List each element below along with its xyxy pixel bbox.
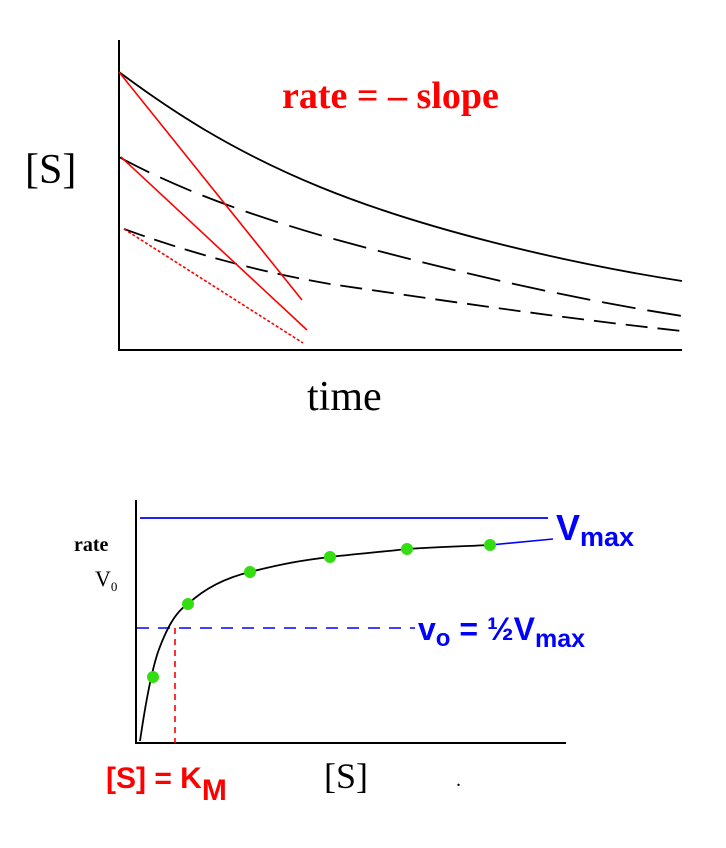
tangent-line-low xyxy=(123,228,304,344)
data-point xyxy=(484,539,496,551)
vmax-label: Vmax xyxy=(556,507,634,552)
bottom-y-label-v0: V0 xyxy=(95,566,117,594)
top-x-axis-label: time xyxy=(307,374,382,420)
half-vmax-label: vo = ½Vmax xyxy=(418,611,585,653)
data-point xyxy=(244,566,256,578)
data-point xyxy=(182,598,194,610)
top-chart: rate = – slope [S] time xyxy=(25,40,683,420)
top-y-axis-label: [S] xyxy=(25,147,76,193)
series-curve-mid xyxy=(118,156,683,317)
tangent-line-mid xyxy=(120,156,308,331)
series-curve-high xyxy=(118,71,683,282)
km-label: [S] = KM xyxy=(106,762,227,807)
data-point xyxy=(324,551,336,563)
bottom-chart: rate V0 Vmax vo = ½Vmax [S] = KM [S] . xyxy=(74,500,634,807)
top-annotation: rate = – slope xyxy=(282,75,499,117)
rate-curve-extension xyxy=(489,538,554,546)
data-point xyxy=(147,671,159,683)
data-point xyxy=(401,543,413,555)
bottom-y-label-rate: rate xyxy=(74,534,109,556)
tangent-line-high xyxy=(118,71,303,301)
data-points xyxy=(147,539,496,683)
bottom-x-axis-label: [S] xyxy=(324,756,368,796)
series-curve-low xyxy=(123,228,683,332)
stray-mark: . xyxy=(456,769,461,791)
